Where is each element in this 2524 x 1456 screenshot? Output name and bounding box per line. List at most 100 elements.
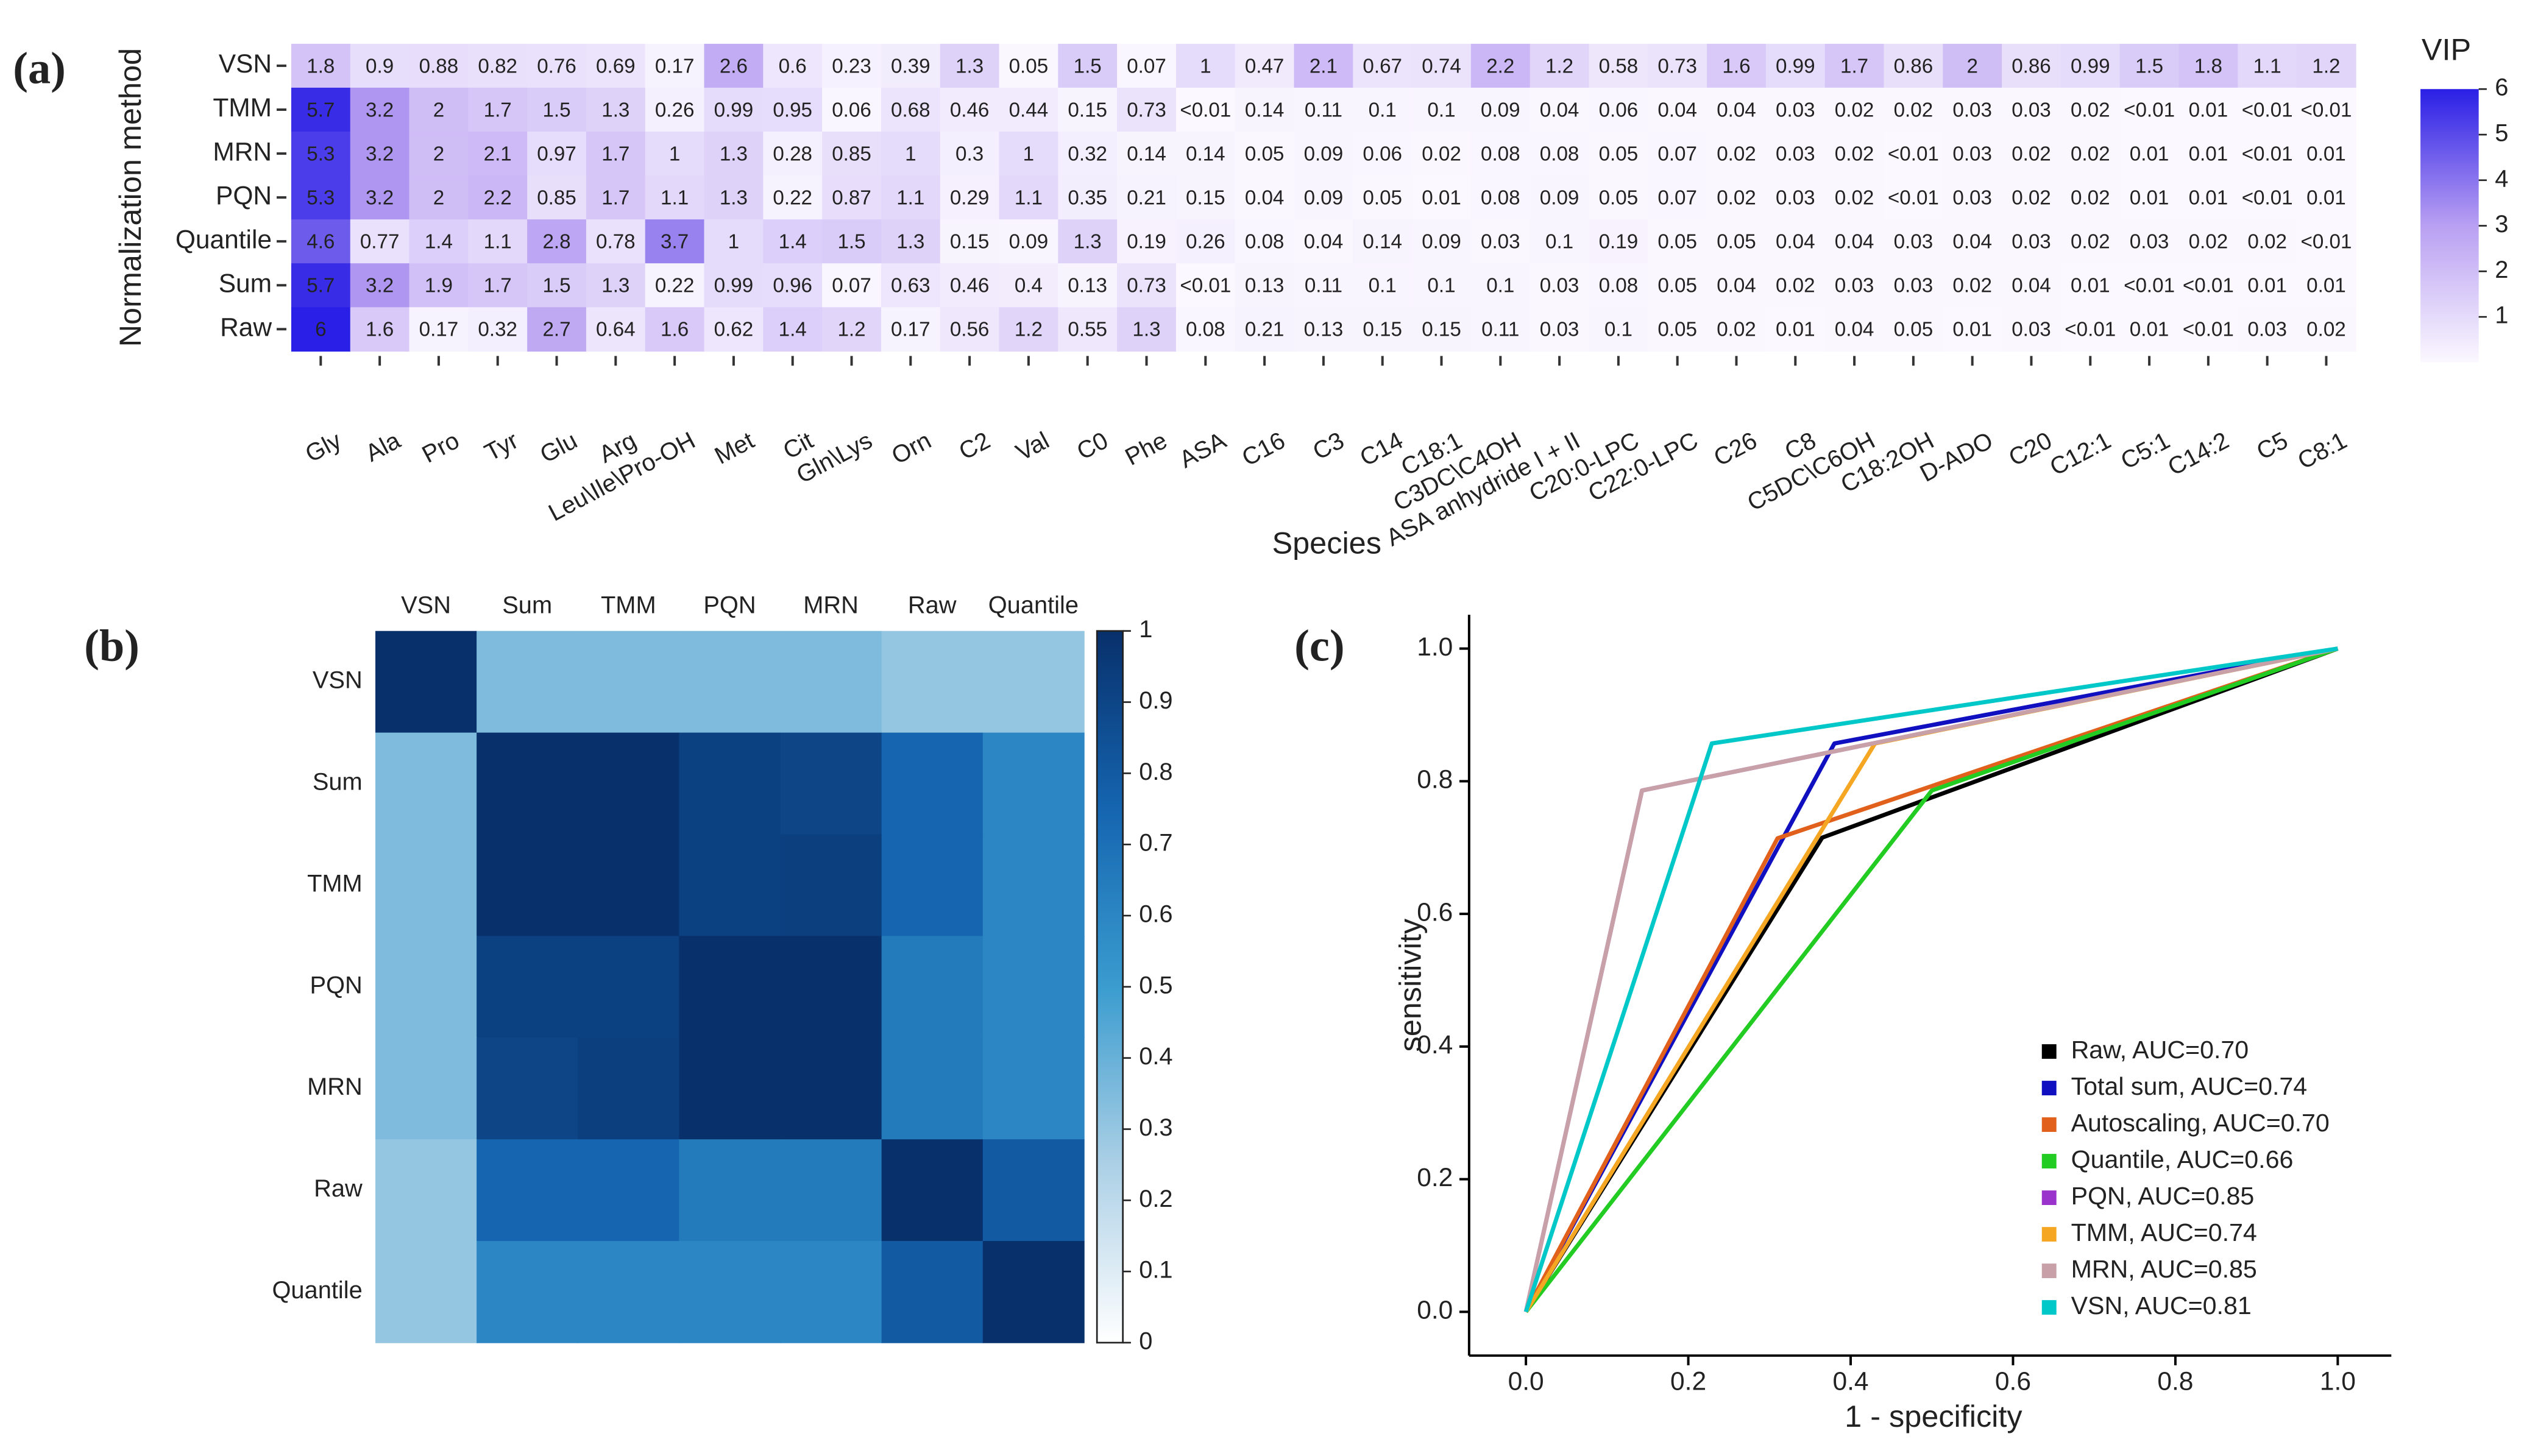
- cell-label: 0.04: [1540, 99, 1579, 121]
- heat-cell: [1412, 43, 1472, 88]
- cell-label: 2.6: [720, 55, 748, 77]
- cell-label: 1.5: [2135, 55, 2163, 77]
- cell-label: 0.02: [2071, 187, 2110, 210]
- cell-label: 0.97: [537, 143, 576, 165]
- cell-label: 0.09: [1422, 231, 1461, 253]
- cell-label: 1.2: [1545, 55, 1573, 77]
- cell-label: 0.01: [2071, 275, 2110, 297]
- cell-label: 0.05: [1245, 143, 1285, 165]
- heat-cell: [940, 87, 1000, 132]
- cell-label: 2: [433, 187, 444, 210]
- cell-label: 1.7: [601, 143, 629, 165]
- heat-cell: [704, 175, 764, 220]
- heat-cell: [1353, 307, 1413, 352]
- heat-cell: [375, 1241, 477, 1343]
- cell-label: 0.44: [1009, 99, 1049, 121]
- cell-label: 0.23: [832, 55, 871, 77]
- panel-label: (b): [84, 621, 140, 671]
- cell-label: 2: [433, 99, 444, 121]
- cell-label: 0.02: [2012, 187, 2051, 210]
- cell-label: 0.03: [1540, 275, 1579, 297]
- cell-label: 0.05: [1599, 143, 1639, 165]
- heat-cell: [780, 1037, 882, 1140]
- heat-cell: [350, 43, 410, 88]
- heat-cell: [1884, 263, 1944, 308]
- cell-label: 0.09: [1481, 99, 1520, 121]
- cell-label: 0.09: [1009, 231, 1049, 253]
- heat-cell: [375, 834, 477, 937]
- column-label: TMM: [601, 592, 656, 618]
- cell-label: 0.96: [773, 275, 812, 297]
- legend-label: TMM, AUC=0.74: [2071, 1218, 2257, 1246]
- colorbar-tick-label: 1: [2495, 302, 2508, 329]
- cell-label: 1.3: [720, 143, 748, 165]
- cell-label: 0.01: [2189, 187, 2228, 210]
- cell-label: 0.02: [1717, 187, 1756, 210]
- heat-cell: [1707, 219, 1767, 264]
- heat-cell: [940, 307, 1000, 352]
- heat-cell: [578, 936, 680, 1039]
- cell-label: 0.73: [1127, 99, 1166, 121]
- cell-label: 0.62: [714, 319, 754, 341]
- heat-cell: [1884, 132, 1944, 176]
- heat-cell: [1530, 43, 1590, 88]
- column-label: Met: [711, 427, 759, 470]
- heat-cell: [2238, 132, 2297, 176]
- cell-label: 1.3: [955, 55, 984, 77]
- heat-cell: [1648, 132, 1707, 176]
- heat-cell: [881, 936, 984, 1039]
- cell-label: 0.21: [1245, 319, 1285, 341]
- cell-label: 0.08: [1245, 231, 1285, 253]
- cell-label: 0.9: [366, 55, 394, 77]
- cell-label: 0.02: [2189, 231, 2228, 253]
- heat-cell: [1235, 43, 1295, 88]
- heat-cell: [409, 132, 469, 176]
- heat-cell: [999, 219, 1059, 264]
- cell-label: 0.35: [1068, 187, 1107, 210]
- y-tick-label: 0.6: [1417, 898, 1453, 927]
- legend-label: VSN, AUC=0.81: [2071, 1292, 2252, 1320]
- heat-cell: [1765, 87, 1826, 132]
- cell-label: 0.02: [2071, 99, 2110, 121]
- cell-label: <0.01: [2065, 319, 2116, 341]
- cell-label: 0.77: [360, 231, 400, 253]
- heat-cell: [1589, 43, 1649, 88]
- cell-label: 0.01: [2130, 187, 2169, 210]
- heat-cell: [881, 307, 941, 352]
- heat-cell: [477, 1241, 579, 1343]
- cell-label: 0.04: [1776, 231, 1815, 253]
- roc-line: [1524, 646, 2339, 1313]
- cell-label: 2.8: [542, 231, 570, 253]
- heat-cell: [1765, 307, 1826, 352]
- cell-label: 2: [433, 143, 444, 165]
- cell-label: 0.58: [1599, 55, 1639, 77]
- heat-cell: [2178, 263, 2239, 308]
- heat-cell: [645, 43, 705, 88]
- heat-cell: [1294, 307, 1354, 352]
- colorbar-tick-label: 0.9: [1139, 687, 1172, 714]
- cell-label: 1.2: [1015, 319, 1043, 341]
- heat-cell: [1058, 263, 1118, 308]
- cell-label: 0.13: [1245, 275, 1285, 297]
- heat-cell: [1943, 43, 2002, 88]
- heat-cell: [982, 631, 1085, 733]
- heat-cell: [1470, 175, 1531, 220]
- heat-cell: [2119, 43, 2180, 88]
- roc-line: [1524, 646, 2339, 1313]
- cell-label: 0.02: [1952, 275, 1992, 297]
- column-label: C5:1: [2116, 427, 2174, 475]
- cell-label: 0.02: [2012, 143, 2051, 165]
- y-tick-label: 0.0: [1417, 1296, 1453, 1325]
- cell-label: 3.7: [661, 231, 689, 253]
- heat-cell: [2119, 132, 2180, 176]
- cell-label: 0.02: [1422, 143, 1461, 165]
- row-label: Sum: [313, 769, 363, 796]
- cell-label: <0.01: [1888, 187, 1939, 210]
- cell-label: 1.9: [425, 275, 453, 297]
- heat-cell: [1765, 219, 1826, 264]
- cell-label: 0.14: [1127, 143, 1166, 165]
- cell-label: 5.3: [307, 187, 335, 210]
- row-label: Raw: [314, 1175, 363, 1202]
- x-tick-label: 0.2: [1670, 1368, 1706, 1396]
